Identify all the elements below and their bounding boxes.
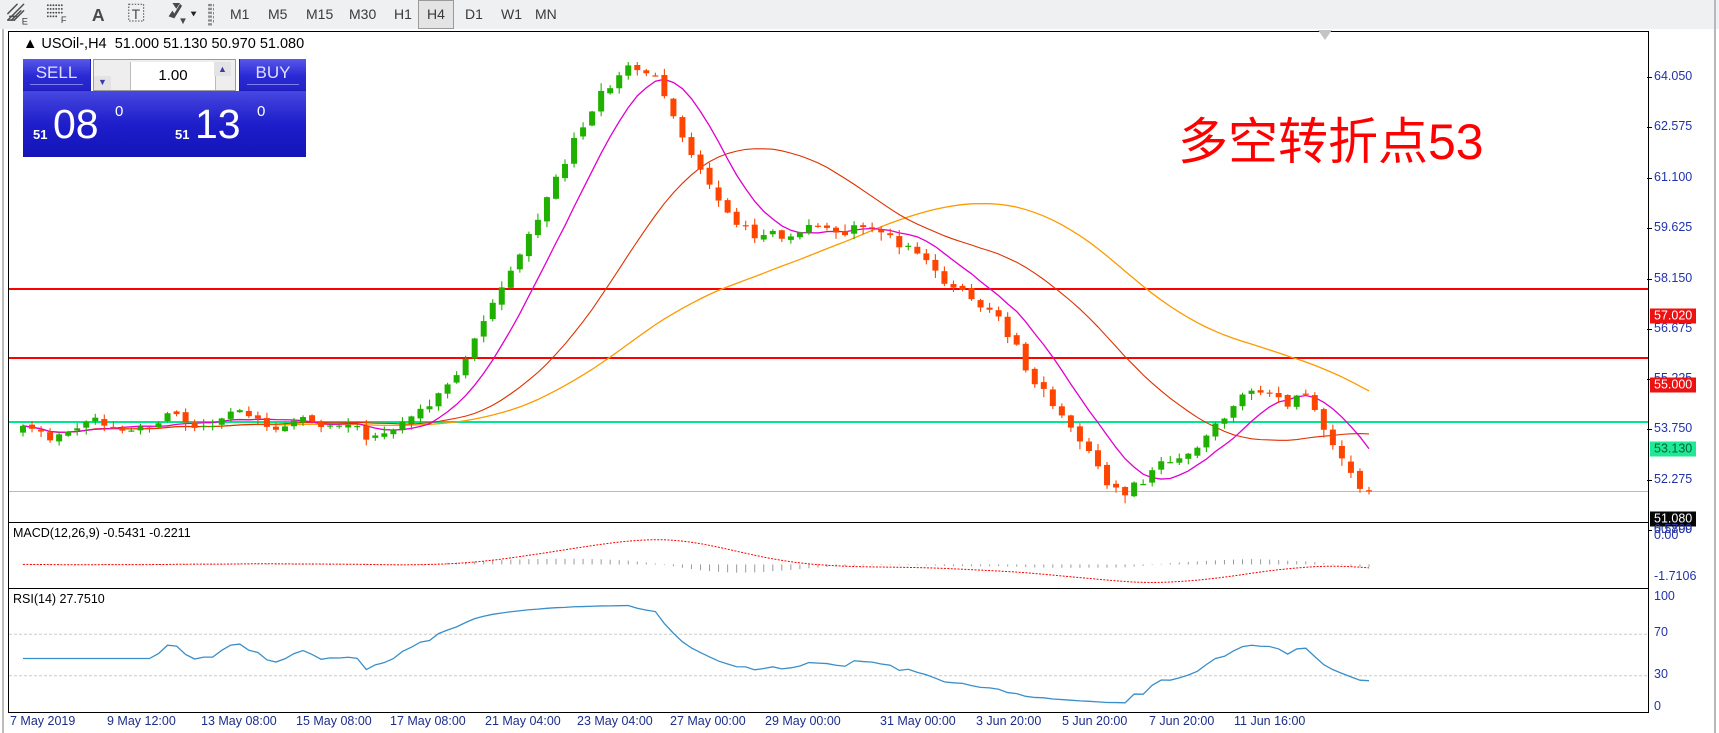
svg-text:E: E xyxy=(22,17,28,27)
svg-text:T: T xyxy=(132,6,141,22)
svg-text:F: F xyxy=(61,15,67,25)
svg-text:A: A xyxy=(92,5,105,25)
